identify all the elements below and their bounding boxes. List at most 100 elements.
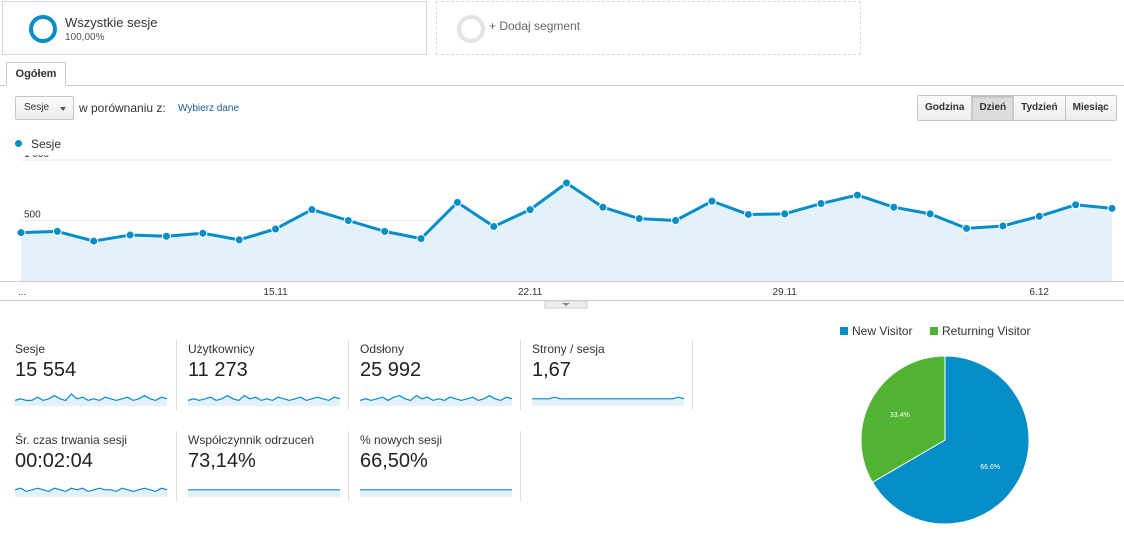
- y-tick-label: 500: [24, 210, 41, 221]
- period-hour-button[interactable]: Godzina: [918, 96, 973, 120]
- scorecard-divider: [692, 340, 693, 410]
- scorecard-label: % nowych sesji: [360, 433, 443, 447]
- scorecard[interactable]: % nowych sesji 66,50%: [360, 433, 512, 503]
- sessions-point[interactable]: [1034, 211, 1044, 221]
- add-segment-label: + Dodaj segment: [489, 19, 581, 33]
- scorecard-divider: [348, 340, 349, 410]
- scorecard-label: Użytkownicy: [188, 342, 255, 356]
- sessions-point[interactable]: [161, 231, 171, 241]
- scorecard-sparkline: [360, 489, 512, 497]
- sessions-point[interactable]: [234, 235, 244, 245]
- sessions-point[interactable]: [307, 205, 317, 215]
- sessions-point[interactable]: [89, 236, 99, 246]
- sessions-area: [21, 182, 1112, 281]
- pie-slice-returning-visitor[interactable]: [860, 355, 946, 483]
- metric-select-value: Sesje: [24, 102, 50, 113]
- visitor-type-pie-chart: 66.6% 33.4%: [860, 355, 1030, 525]
- period-week-button[interactable]: Tydzień: [1014, 96, 1066, 120]
- sparkline-area: [532, 397, 684, 406]
- compare-label: w porównaniu z:: [79, 101, 166, 115]
- scorecard-label: Odsłony: [360, 342, 405, 356]
- sessions-point[interactable]: [925, 209, 935, 219]
- scorecard-sparkline: [360, 394, 512, 406]
- scorecard[interactable]: Współczynnik odrzuceń 73,14%: [188, 433, 340, 503]
- pie-legend-returning-label: Returning Visitor: [942, 324, 1031, 338]
- pie-slice-label: 33.4%: [890, 412, 910, 419]
- sparkline-line: [15, 393, 167, 402]
- returning-visitor-swatch: [930, 327, 938, 335]
- add-segment-button[interactable]: + Dodaj segment: [436, 1, 861, 55]
- scorecard-divider: [348, 431, 349, 501]
- scorecard-value: 66,50%: [360, 450, 428, 472]
- sessions-point[interactable]: [816, 199, 826, 209]
- sessions-point[interactable]: [198, 228, 208, 238]
- sessions-point[interactable]: [489, 222, 499, 232]
- sparkline-area: [188, 489, 340, 497]
- sessions-point[interactable]: [1107, 203, 1117, 213]
- scorecard-value: 15 554: [15, 359, 77, 381]
- scorecard-label: Strony / sesja: [532, 342, 605, 356]
- sparkline-line: [188, 394, 340, 402]
- sessions-point[interactable]: [889, 202, 899, 212]
- sessions-point[interactable]: [1071, 200, 1081, 210]
- x-tick-label: ...: [18, 287, 26, 298]
- sessions-point[interactable]: [780, 209, 790, 219]
- new-visitor-swatch: [840, 327, 848, 335]
- sparkline-area: [360, 489, 512, 497]
- sparkline-line: [532, 396, 684, 400]
- scorecard-label: Śr. czas trwania sesji: [15, 433, 128, 447]
- metric-select[interactable]: Sesje: [15, 96, 74, 120]
- sessions-point[interactable]: [562, 178, 571, 188]
- sessions-point[interactable]: [634, 214, 644, 224]
- period-month-button[interactable]: Miesiąc: [1065, 96, 1116, 120]
- sessions-point[interactable]: [125, 230, 135, 240]
- scorecard-label: Współczynnik odrzuceń: [188, 433, 315, 447]
- scorecard-sparkline: [188, 394, 340, 406]
- scorecard-divider: [176, 431, 177, 501]
- sessions-point[interactable]: [598, 202, 608, 212]
- segment-percent: 100,00%: [65, 32, 105, 43]
- sessions-point[interactable]: [271, 224, 281, 234]
- scorecard-divider: [520, 431, 521, 501]
- pie-slice-new-visitor[interactable]: [871, 355, 1030, 525]
- segment-card-all-sessions[interactable]: Wszystkie sesje 100,00%: [2, 1, 427, 55]
- scorecard[interactable]: Odsłony 25 992: [360, 342, 512, 412]
- x-tick-label: 6.12: [1030, 287, 1050, 298]
- scorecard[interactable]: Śr. czas trwania sesji 00:02:04: [15, 433, 167, 503]
- scorecard-value: 25 992: [360, 359, 422, 381]
- scorecard[interactable]: Strony / sesja 1,67: [532, 342, 684, 412]
- sessions-point[interactable]: [707, 196, 717, 206]
- pie-legend-returning: Returning Visitor: [930, 324, 1031, 338]
- scorecard-value: 1,67: [532, 359, 571, 381]
- sessions-legend-dot-icon: [15, 140, 22, 147]
- scorecard-divider: [520, 340, 521, 410]
- sessions-point[interactable]: [671, 216, 681, 225]
- segment-title: Wszystkie sesje: [65, 15, 158, 30]
- sessions-point[interactable]: [852, 190, 862, 200]
- pie-legend-new: New Visitor: [840, 324, 912, 338]
- sparkline-line: [360, 394, 512, 402]
- scorecard[interactable]: Użytkownicy 11 273: [188, 342, 340, 412]
- sessions-point[interactable]: [416, 234, 426, 244]
- sessions-point[interactable]: [52, 226, 62, 236]
- x-tick-label: 15.11: [263, 287, 288, 298]
- period-day-button[interactable]: Dzień: [972, 96, 1015, 120]
- sessions-point[interactable]: [380, 226, 390, 236]
- sessions-point[interactable]: [525, 205, 535, 215]
- scorecard-sparkline: [188, 489, 340, 497]
- pick-data-link[interactable]: Wybierz dane: [178, 103, 240, 114]
- sessions-point[interactable]: [962, 223, 972, 233]
- tab-overview[interactable]: Ogółem: [6, 62, 66, 86]
- scorecard[interactable]: Sesje 15 554: [15, 342, 167, 412]
- sessions-point[interactable]: [16, 228, 26, 238]
- sessions-point[interactable]: [452, 197, 462, 207]
- sessions-legend-label: Sesje: [31, 137, 62, 151]
- sessions-point[interactable]: [743, 209, 753, 219]
- sessions-point[interactable]: [343, 216, 353, 225]
- sessions-point[interactable]: [998, 221, 1008, 231]
- scorecard-sparkline: [15, 487, 167, 497]
- x-tick-label: 22.11: [518, 287, 543, 298]
- scorecard-sparkline: [532, 396, 684, 406]
- scorecard-value: 73,14%: [188, 450, 256, 472]
- scorecard-value: 11 273: [188, 359, 248, 381]
